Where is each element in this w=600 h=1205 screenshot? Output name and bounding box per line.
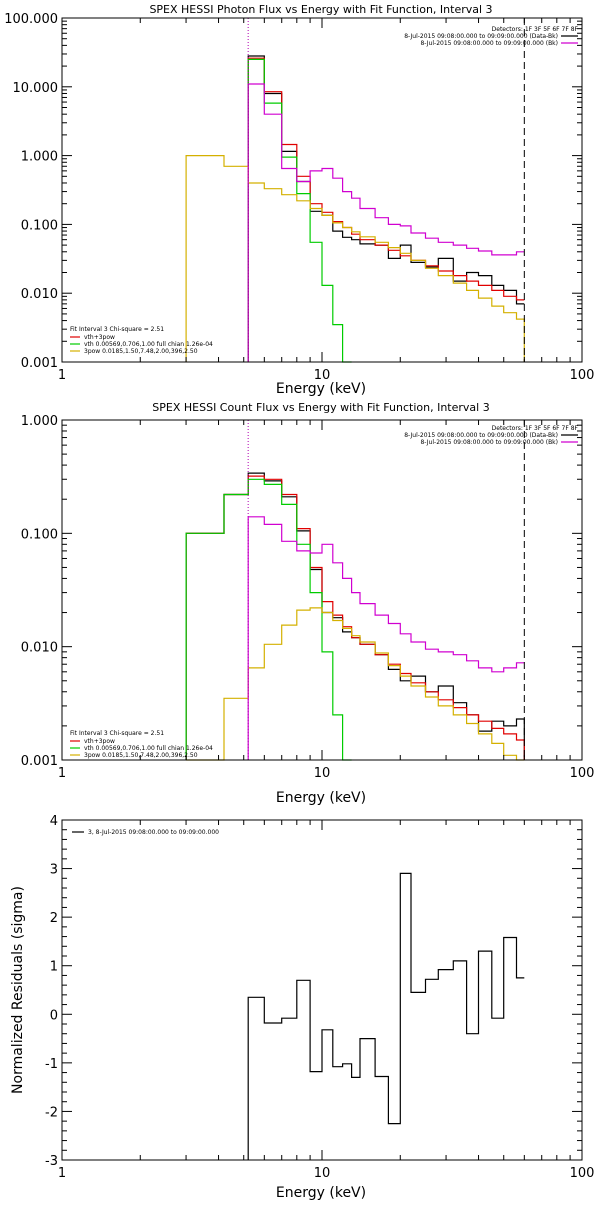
y-tick-label: 0.010 [21,287,58,302]
photon-flux-ticks: 1 10 100 0.001 0.010 0.100 1.000 10.000 100.000 [4,12,594,383]
legend-entry-vth: vth 0.00569,0.706,1.00 full chian 1.26e-… [84,341,213,348]
x-tick-label: 100 [570,766,595,781]
y-tick-label: 1.000 [21,414,58,429]
series-bk [247,516,525,760]
series-data-bk [247,55,525,362]
count-flux-legend-left: Fit Interval 3 Chi-square = 2.51 vth+3po… [70,730,213,759]
photon-flux-legend-left: Fit Interval 3 Chi-square = 2.51 vth+3po… [70,326,213,355]
y-tick-label: 0.100 [21,527,58,542]
x-tick-label: 1 [58,766,66,781]
series-3pow [186,607,525,761]
residuals-ticks: 1 10 100 -3 -2 -1 0 1 2 3 4 [45,814,594,1181]
series-vth-3pow [185,475,525,760]
legend-entry-3pow: 3pow 0.0185,1.50,7.48,2.00,396,2.50 [84,752,198,759]
residuals-x-axis-label: Energy (keV) [276,1185,366,1200]
x-tick-label: 10 [314,368,331,383]
series-data-bk [185,472,525,760]
y-tick-label: 0.001 [21,356,58,371]
series-vth-3pow [247,57,525,362]
legend-entry-3pow: 3pow 0.0185,1.50,7.48,2.00,396,2.50 [84,348,198,355]
legend-entry-vth-3pow: vth+3pow [84,738,115,745]
x-tick-label: 100 [570,368,595,383]
x-tick-label: 10 [314,766,331,781]
series-vth [185,478,352,761]
y-tick-label: 1.000 [21,150,58,165]
y-tick-label: -2 [45,1105,58,1120]
y-tick-label: 10.000 [13,81,59,96]
legend-entry-residuals: 3, 8-Jul-2015 09:08:00.000 to 09:09:00.0… [88,829,219,836]
y-tick-label: 0.001 [21,754,58,769]
legend-fit-header: Fit Interval 3 Chi-square = 2.51 [70,326,164,333]
photon-flux-title: SPEX HESSI Photon Flux vs Energy with Fi… [149,3,492,16]
y-tick-label: -3 [45,1154,58,1169]
residuals-y-axis-label: Normalized Residuals (sigma) [10,886,26,1094]
count-flux-ticks: 1 10 100 0.001 0.010 0.100 1.000 [21,414,595,781]
count-flux-title: SPEX HESSI Count Flux vs Energy with Fit… [152,401,489,414]
y-tick-label: -1 [45,1057,58,1072]
photon-flux-x-axis-label: Energy (keV) [276,381,366,397]
y-tick-label: 100.000 [4,12,58,27]
legend-detectors-header: Detectors: 1F 3F 5F 6F 7F 8F [492,26,579,33]
y-tick-label: 0.100 [21,218,58,233]
legend-entry-data-bk: 8-Jul-2015 09:08:00.000 to 09:09:00.000 … [404,33,558,40]
series-bk [247,83,525,362]
x-tick-label: 1 [58,1166,66,1181]
count-flux-panel: SPEX HESSI Count Flux vs Energy with Fit… [21,401,595,806]
count-flux-x-axis-label: Energy (keV) [276,790,366,806]
legend-entry-bk: 8-Jul-2015 09:08:00.000 to 09:09:00.000 … [420,40,558,47]
photon-flux-panel: SPEX HESSI Photon Flux vs Energy with Fi… [4,3,594,397]
photon-flux-marks [185,18,525,363]
y-tick-label: 0.010 [21,641,58,656]
residuals-marks [247,872,525,1160]
y-tick-label: 2 [50,911,58,926]
y-tick-label: 1 [50,960,58,975]
series-3pow [185,155,525,362]
y-tick-label: 3 [50,863,58,878]
legend-detectors-header: Detectors: 1F 3F 5F 6F 7F 8F [492,425,579,432]
photon-flux-legend-right: Detectors: 1F 3F 5F 6F 7F 8F 8-Jul-2015 … [404,26,578,47]
legend-entry-data-bk: 8-Jul-2015 09:08:00.000 to 09:09:00.000 … [404,432,558,439]
x-tick-label: 100 [570,1166,595,1181]
series-residuals [247,872,525,1160]
legend-entry-vth-3pow: vth+3pow [84,334,115,341]
count-flux-legend-right: Detectors: 1F 3F 5F 6F 7F 8F 8-Jul-2015 … [404,425,578,446]
legend-entry-bk: 8-Jul-2015 09:08:00.000 to 09:09:00.000 … [420,439,558,446]
y-tick-label: 0 [50,1008,58,1023]
residuals-legend: 3, 8-Jul-2015 09:08:00.000 to 09:09:00.0… [72,829,219,836]
x-tick-label: 10 [314,1166,331,1181]
legend-fit-header: Fit Interval 3 Chi-square = 2.51 [70,730,164,737]
count-flux-marks [185,420,525,761]
residuals-panel: 1 10 100 -3 -2 -1 0 1 2 3 4 Energy (keV) Normalize… [10,814,594,1201]
x-tick-label: 1 [58,368,66,383]
legend-entry-vth: vth 0.00569,0.706,1.00 full chian 1.26e-… [84,745,213,752]
y-tick-label: 4 [50,814,58,829]
